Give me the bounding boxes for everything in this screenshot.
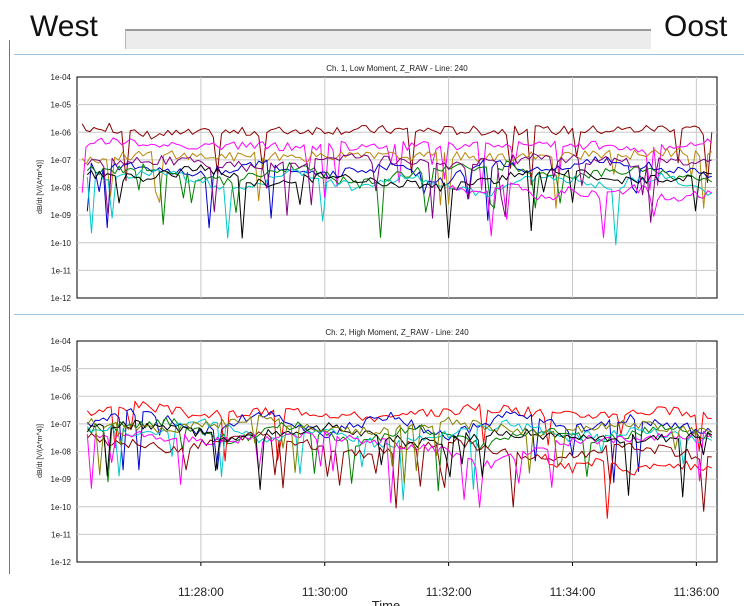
y-tick-label: 1e-05 (51, 365, 72, 374)
y-tick-label: 1e-12 (51, 294, 72, 303)
y-tick-label: 1e-05 (51, 101, 72, 110)
series-line (541, 453, 712, 519)
series-line (86, 153, 712, 223)
y-tick-label: 1e-04 (51, 337, 72, 346)
series-line (86, 400, 712, 462)
oost-label: Oost (664, 10, 728, 43)
series-line (86, 160, 713, 238)
top-scrollbar[interactable] (125, 29, 651, 49)
panel-separator-top (14, 54, 744, 55)
series-line (81, 122, 713, 186)
y-tick-label: 1e-11 (51, 266, 71, 275)
y-ticks-1: 1e-04 1e-05 1e-06 1e-07 1e-08 1e-09 1e-10 1e-11… (51, 73, 72, 303)
y-tick-label: 1e-04 (51, 73, 72, 82)
y-tick-label: 1e-12 (51, 558, 72, 567)
series-line (86, 164, 712, 239)
y-tick-label: 1e-10 (51, 239, 72, 248)
series-line (86, 169, 713, 246)
y-tick-label: 1e-07 (51, 420, 72, 429)
chart-title-1: Ch. 1, Low Moment, Z_RAW - Line: 240 (326, 64, 468, 73)
series-line (86, 430, 713, 508)
chart-panel-2: Ch. 2, High Moment, Z_RAW - Line: 240 dB… (37, 328, 720, 606)
series-line (86, 414, 712, 484)
y-tick-label: 1e-10 (51, 503, 72, 512)
west-label: West (30, 10, 98, 43)
series-group-1 (81, 122, 713, 246)
y-tick-label: 1e-11 (51, 530, 71, 539)
y-ticks-2: 1e-04 1e-05 1e-06 1e-07 1e-08 1e-09 1e-10 1e-11… (51, 337, 72, 567)
y-tick-label: 1e-06 (51, 128, 72, 137)
series-line (81, 147, 713, 209)
y-tick-label: 1e-07 (51, 156, 72, 165)
chart-title-2: Ch. 2, High Moment, Z_RAW - Line: 240 (325, 328, 469, 337)
series-group-2 (86, 400, 713, 519)
y-tick-label: 1e-06 (51, 392, 72, 401)
panel-separator-middle (14, 314, 744, 315)
x-tick-label: 11:28:00 (178, 585, 224, 599)
y-axis-label-1: dB/dt [V/(A*m^4)] (37, 160, 44, 214)
x-tick-label: 11:32:00 (426, 585, 472, 599)
series-line (448, 182, 713, 238)
y-tick-label: 1e-09 (51, 211, 72, 220)
x-tick-label: 11:34:00 (550, 585, 596, 599)
x-axis-label: Time (372, 598, 400, 606)
x-ticks: 11:28:00 11:30:00 11:32:00 11:34:00 11:36:00 (178, 562, 720, 599)
left-frame-line (9, 40, 10, 574)
series-line (86, 156, 712, 229)
x-tick-label: 11:30:00 (302, 585, 348, 599)
chart-panel-1: Ch. 1, Low Moment, Z_RAW - Line: 240 dB/… (37, 64, 718, 303)
series-line (86, 418, 713, 501)
y-tick-label: 1e-09 (51, 475, 72, 484)
y-axis-label-2: dB/dt [V/(A*m^4)] (37, 424, 44, 478)
x-tick-label: 11:36:00 (673, 585, 719, 599)
series-line (81, 137, 713, 199)
y-tick-label: 1e-08 (51, 184, 72, 193)
y-tick-label: 1e-08 (51, 448, 72, 457)
series-line (86, 417, 713, 492)
series-line (86, 431, 712, 512)
